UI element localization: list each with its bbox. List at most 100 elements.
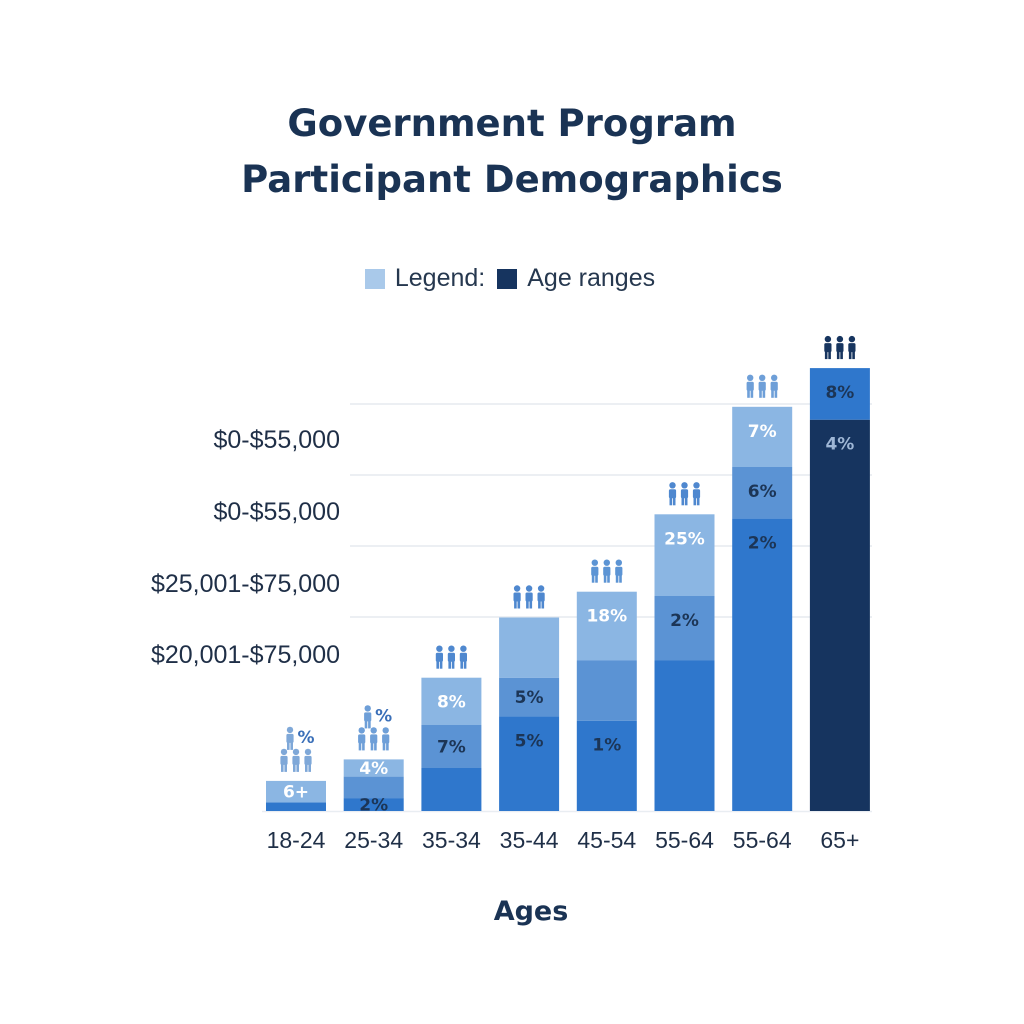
bar-segment	[732, 406, 793, 467]
x-tick-label-6: 55-64	[655, 827, 714, 853]
y-tick-label-4: $20,001-$75,000	[151, 641, 340, 669]
x-tick-label-2: 25-34	[344, 827, 403, 853]
bar-7: 2% 6% 7%	[732, 406, 793, 811]
bar-data-label: 2%	[748, 534, 777, 554]
bar-data-label: 8%	[437, 692, 466, 712]
person-icon	[591, 559, 599, 583]
bar-data-label: 1%	[592, 736, 621, 756]
bar-3: 7% 8%	[421, 677, 482, 811]
bar-data-label: 7%	[748, 422, 777, 442]
bar-1: 6+	[266, 780, 326, 811]
people-group-icon	[668, 482, 701, 506]
x-axis-title: Ages	[494, 896, 569, 927]
person-icon	[286, 726, 294, 750]
bar-data-label: 2%	[359, 796, 388, 816]
y-tick-label-2: $0-$55,000	[213, 498, 340, 526]
bar-data-label: 4%	[359, 759, 388, 779]
bar-segment	[809, 419, 870, 811]
person-icon	[382, 727, 390, 751]
bar-segment	[654, 514, 715, 596]
person-icon	[358, 727, 366, 751]
y-axis-labels: $0-$55,000 $0-$55,000 $25,001-$75,000 $20,0…	[151, 426, 340, 669]
x-tick-label-5: 45-54	[577, 827, 636, 853]
bars: 6+ 2% 4% 7% 8% 5% 5% 1% 18% 2% 25% 2% 6% 7% 4% 8%	[266, 368, 870, 816]
bar-data-label: 4%	[825, 435, 854, 455]
x-tick-label-4: 35-44	[500, 827, 559, 853]
y-tick-label-1: $0-$55,000	[213, 426, 340, 454]
person-icon	[447, 645, 455, 669]
bar-segment	[809, 368, 870, 420]
people-group-icon	[591, 559, 623, 583]
legend-label-1: Legend:	[394, 264, 486, 292]
people-group-icon	[358, 727, 390, 751]
bar-segment	[732, 518, 793, 811]
people-group-icon	[513, 585, 545, 609]
bar-segment	[576, 720, 637, 811]
bar-segment	[266, 780, 326, 803]
bar-segment	[499, 677, 560, 717]
person-icon	[292, 748, 300, 772]
person-icon	[746, 374, 754, 398]
bar-segment	[732, 467, 793, 519]
x-tick-label-3: 35-34	[422, 827, 481, 853]
people-group-icon	[824, 335, 856, 360]
person-icon	[513, 585, 521, 609]
bar-data-label: 6%	[748, 482, 777, 502]
x-tick-label-7: 55-64	[733, 827, 792, 853]
people-group-icon	[280, 748, 312, 772]
bar-segment	[421, 725, 482, 768]
bar-data-label: 6+	[283, 783, 309, 803]
bar-segment	[499, 716, 560, 811]
bar-2: 2% 4%	[343, 759, 404, 816]
chart-title: Government Program Participant Demograph…	[0, 96, 1024, 208]
bar-segment	[576, 591, 637, 661]
bar-data-label: 5%	[515, 731, 544, 751]
person-icon	[824, 335, 832, 360]
bar-data-label: 25%	[664, 529, 705, 549]
person-icon	[537, 585, 545, 609]
person-icon	[280, 748, 288, 772]
legend-swatch-1	[364, 268, 385, 289]
x-axis-ticks: 18-24 25-34 35-34 35-44 45-54 55-64 55-64 65+	[267, 827, 860, 853]
bar-segment	[421, 768, 482, 811]
bar-segment	[654, 660, 715, 811]
bar-data-label: 7%	[437, 738, 466, 758]
bar-data-label: 8%	[825, 383, 854, 403]
bar-segment	[654, 596, 715, 661]
bar-segment	[421, 677, 482, 725]
bar-segment	[343, 798, 404, 811]
person-icon	[615, 559, 623, 583]
person-icon	[836, 335, 844, 360]
bar-5: 1% 18%	[576, 591, 637, 811]
person-icon	[435, 645, 443, 669]
person-icon	[692, 482, 701, 506]
people-group-icon	[746, 374, 778, 398]
bar-8: 4% 8%	[809, 368, 870, 811]
x-tick-label-8: 65+	[820, 827, 859, 853]
icon-percent-label: %	[297, 728, 314, 748]
legend-swatch-2	[497, 268, 518, 289]
person-icon	[668, 482, 677, 506]
bar-segment	[499, 617, 560, 678]
person-icon	[770, 374, 778, 398]
bar-segment	[576, 660, 637, 721]
person-icon	[758, 374, 766, 398]
bar-segment	[343, 776, 404, 799]
chart-title-line-1: Government Program	[287, 102, 737, 145]
person-icon	[680, 482, 689, 506]
bar-4: 5% 5%	[499, 617, 560, 811]
legend-item-1: Legend:	[364, 264, 486, 293]
person-icon	[459, 645, 467, 669]
person-icon	[364, 705, 372, 729]
bar-icons: %%	[280, 335, 856, 772]
person-icon	[848, 335, 856, 360]
legend-label-2: Age ranges	[527, 264, 656, 292]
person-icon	[603, 559, 611, 583]
icon-percent-label: %	[375, 706, 392, 726]
person-icon	[525, 585, 533, 609]
bar-data-label: 5%	[515, 688, 544, 708]
person-small-icon	[286, 726, 294, 750]
bar-segment	[343, 759, 404, 777]
x-tick-label-1: 18-24	[267, 827, 326, 853]
bar-data-label: 2%	[670, 611, 699, 631]
